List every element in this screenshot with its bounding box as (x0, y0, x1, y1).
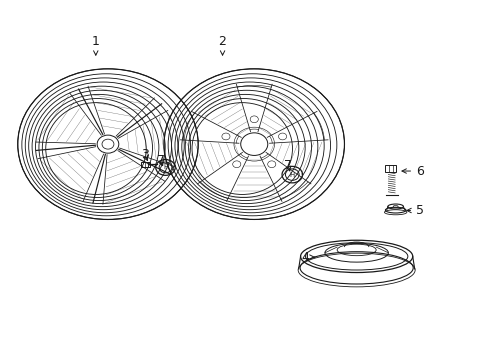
Text: 3: 3 (141, 148, 148, 161)
Text: H: H (163, 165, 168, 170)
Bar (141, 162, 150, 167)
Text: 5: 5 (406, 204, 423, 217)
Text: 4: 4 (301, 251, 314, 264)
Text: H: H (289, 172, 294, 177)
Text: 7: 7 (284, 159, 292, 172)
Text: 2: 2 (218, 35, 226, 55)
Bar (384, 165, 395, 172)
Text: 6: 6 (401, 165, 423, 177)
Text: 7: 7 (156, 154, 164, 167)
Text: 1: 1 (92, 35, 100, 55)
